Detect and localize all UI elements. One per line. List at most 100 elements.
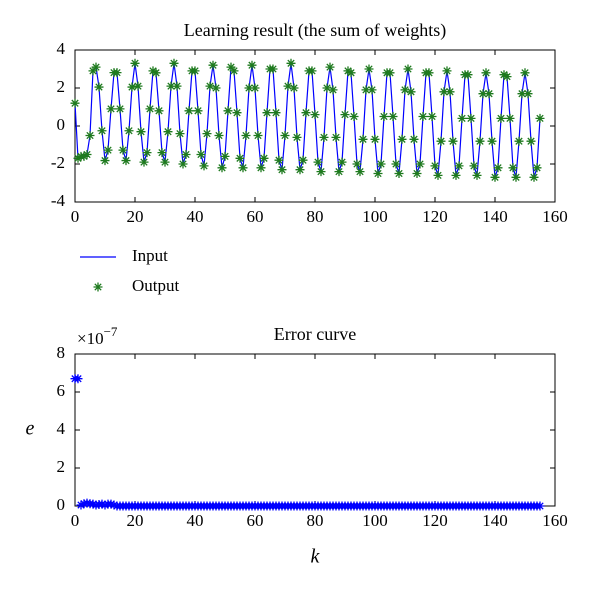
- chart-title: Learning result (the sum of weights): [184, 20, 446, 41]
- data-marker: [151, 68, 161, 78]
- x-tick-label: 0: [71, 511, 80, 530]
- data-marker: [184, 106, 194, 116]
- data-marker: [322, 83, 332, 93]
- data-marker: [244, 83, 254, 93]
- data-marker: [220, 151, 230, 161]
- x-tick-label: 160: [542, 207, 568, 226]
- data-marker: [427, 112, 437, 121]
- data-marker: [469, 161, 479, 171]
- data-marker: [481, 68, 491, 78]
- data-marker: [388, 112, 398, 121]
- data-marker: [100, 156, 110, 166]
- data-marker: [253, 131, 263, 140]
- data-marker: [133, 81, 143, 91]
- data-marker: [214, 131, 224, 140]
- data-marker: [526, 136, 536, 146]
- data-marker: [499, 70, 509, 80]
- x-tick-label: 80: [307, 511, 324, 530]
- data-marker: [337, 157, 347, 167]
- data-marker: [181, 150, 191, 159]
- data-marker: [94, 82, 104, 92]
- data-marker: [445, 87, 455, 97]
- data-marker: [325, 62, 335, 72]
- chart-title: Error curve: [274, 324, 356, 344]
- data-marker: [409, 134, 419, 144]
- data-marker: [361, 85, 371, 95]
- data-marker: [394, 169, 404, 178]
- data-marker: [124, 126, 134, 136]
- data-marker: [178, 159, 188, 169]
- data-marker: [415, 159, 425, 169]
- x-tick-label: 40: [187, 511, 204, 530]
- data-marker: [307, 66, 317, 76]
- data-marker: [130, 58, 140, 68]
- data-marker: [517, 89, 527, 99]
- x-tick-label: 140: [482, 207, 508, 226]
- data-marker: [175, 129, 185, 139]
- x-tick-label: 60: [247, 207, 264, 226]
- data-marker: [190, 66, 200, 76]
- data-marker: [106, 104, 116, 114]
- x-tick-label: 120: [422, 207, 448, 226]
- data-marker: [376, 159, 386, 169]
- data-marker: [283, 81, 293, 91]
- data-marker: [142, 148, 152, 158]
- multiplier-base: ×10: [77, 329, 104, 348]
- data-marker: [73, 374, 83, 384]
- data-marker: [115, 104, 125, 114]
- data-marker: [118, 145, 128, 155]
- data-marker: [403, 64, 413, 74]
- data-marker: [274, 155, 284, 165]
- y-tick-label: 8: [57, 343, 66, 362]
- data-marker: [82, 150, 92, 159]
- data-marker: [280, 131, 290, 140]
- data-marker: [292, 132, 302, 142]
- data-marker: [205, 81, 215, 91]
- data-marker: [436, 136, 446, 146]
- x-tick-label: 60: [247, 511, 264, 530]
- data-marker: [88, 499, 98, 509]
- data-marker: [157, 148, 167, 158]
- data-marker: [286, 58, 296, 68]
- data-marker: [475, 136, 485, 146]
- data-marker: [259, 153, 269, 163]
- data-marker: [127, 82, 137, 92]
- data-marker: [262, 108, 272, 118]
- multiplier-exponent: −7: [104, 324, 118, 339]
- data-marker: [268, 64, 278, 74]
- data-marker: [391, 159, 401, 169]
- data-marker: [310, 110, 320, 120]
- data-marker: [166, 81, 176, 91]
- data-marker: [355, 167, 365, 177]
- data-marker: [493, 163, 503, 173]
- plot-area: [74, 353, 556, 507]
- data-marker: [298, 155, 308, 165]
- data-marker: [202, 129, 212, 139]
- data-marker: [487, 136, 497, 146]
- data-marker: [160, 157, 170, 167]
- legend-swatch: [93, 282, 103, 292]
- x-tick-label: 80: [307, 207, 324, 226]
- y-tick-label: 2: [57, 457, 66, 476]
- data-marker: [412, 169, 422, 178]
- data-marker: [496, 113, 506, 123]
- data-marker: [424, 68, 434, 78]
- data-marker: [340, 110, 350, 120]
- data-marker: [208, 60, 218, 70]
- data-marker: [466, 113, 476, 123]
- data-marker: [532, 163, 542, 173]
- y-tick-label: 2: [57, 77, 66, 96]
- x-tick-label: 100: [362, 207, 388, 226]
- data-marker: [271, 108, 281, 118]
- data-marker: [316, 167, 326, 177]
- data-marker: [457, 113, 467, 123]
- legend-label: Output: [132, 276, 180, 295]
- y-tick-label: 0: [57, 115, 66, 134]
- x-tick-label: 20: [127, 511, 144, 530]
- data-marker: [490, 172, 500, 182]
- x-tick-label: 140: [482, 511, 508, 530]
- data-marker: [430, 161, 440, 171]
- data-marker: [70, 98, 80, 108]
- data-marker: [193, 106, 203, 116]
